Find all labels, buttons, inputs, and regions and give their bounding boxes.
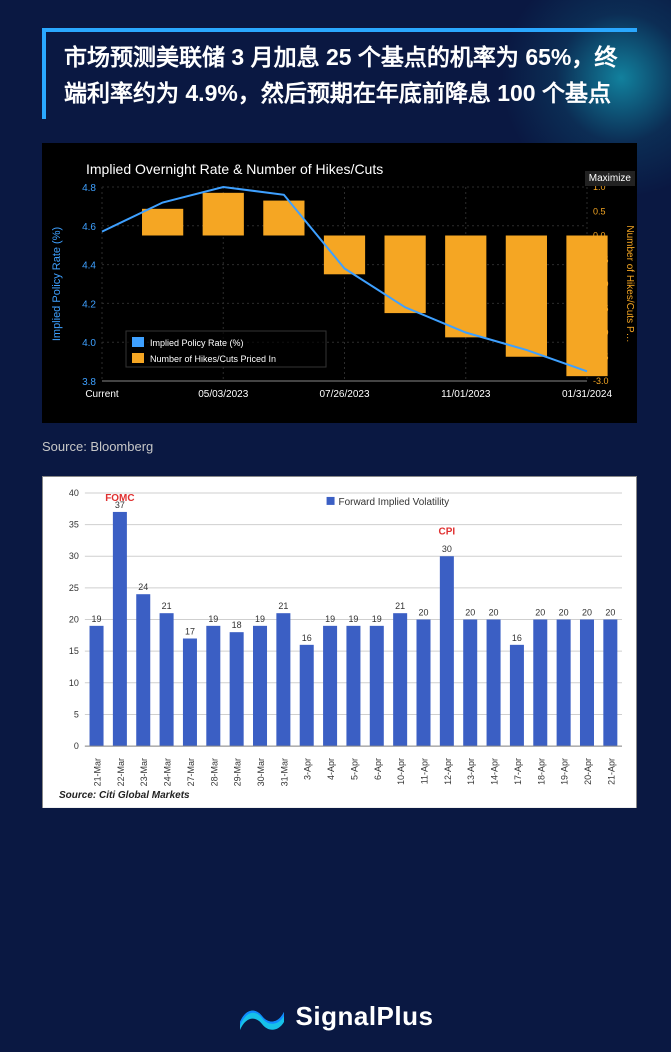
svg-text:4.2: 4.2 [82, 300, 96, 311]
svg-text:3.8: 3.8 [82, 377, 96, 388]
svg-text:-3.0: -3.0 [593, 376, 609, 386]
svg-text:19: 19 [372, 614, 382, 624]
svg-text:20: 20 [582, 608, 592, 618]
svg-text:20: 20 [489, 608, 499, 618]
svg-text:5: 5 [74, 710, 79, 720]
svg-text:Implied Policy Rate (%): Implied Policy Rate (%) [51, 227, 63, 341]
svg-text:6-Apr: 6-Apr [373, 758, 383, 780]
svg-text:CPI: CPI [439, 527, 456, 538]
chart1-container: 3.84.04.24.44.64.81.00.50.0-0.5-1.0-1.5-… [42, 143, 637, 423]
svg-text:21: 21 [278, 601, 288, 611]
svg-text:Implied Policy Rate (%): Implied Policy Rate (%) [150, 338, 244, 348]
svg-text:11-Apr: 11-Apr [419, 758, 429, 784]
svg-text:19: 19 [325, 614, 335, 624]
svg-text:3-Apr: 3-Apr [303, 758, 313, 780]
svg-text:19: 19 [348, 614, 358, 624]
svg-text:20: 20 [559, 608, 569, 618]
svg-text:22-Mar: 22-Mar [116, 758, 126, 786]
svg-text:13-Apr: 13-Apr [466, 758, 476, 785]
svg-text:29-Mar: 29-Mar [233, 758, 243, 786]
svg-text:20: 20 [419, 608, 429, 618]
svg-text:20: 20 [465, 608, 475, 618]
svg-text:15: 15 [69, 646, 79, 656]
svg-text:21-Apr: 21-Apr [606, 758, 616, 785]
svg-text:01/31/2024: 01/31/2024 [562, 389, 612, 400]
logo-text: SignalPlus [296, 1001, 434, 1032]
svg-text:27-Mar: 27-Mar [186, 758, 196, 786]
svg-text:20: 20 [535, 608, 545, 618]
svg-text:19: 19 [92, 614, 102, 624]
chart1-source: Source: Bloomberg [42, 439, 637, 454]
chart1-title: Implied Overnight Rate & Number of Hikes… [86, 161, 383, 177]
svg-text:16: 16 [512, 633, 522, 643]
headline-text: 市场预测美联储 3 月加息 25 个基点的机率为 65%，终端利率约为 4.9%… [64, 44, 617, 106]
svg-text:FOMC: FOMC [105, 493, 134, 504]
svg-text:0.5: 0.5 [593, 207, 606, 217]
svg-text:05/03/2023: 05/03/2023 [198, 389, 248, 400]
svg-text:20-Apr: 20-Apr [583, 758, 593, 785]
svg-text:Number of Hikes/Cuts P…: Number of Hikes/Cuts P… [624, 226, 635, 343]
svg-text:24-Mar: 24-Mar [163, 758, 173, 786]
svg-text:18-Apr: 18-Apr [536, 758, 546, 785]
svg-text:0: 0 [74, 741, 79, 751]
svg-text:10-Apr: 10-Apr [396, 758, 406, 785]
svg-text:Number of Hikes/Cuts Priced In: Number of Hikes/Cuts Priced In [150, 354, 276, 364]
maximize-button[interactable]: Maximize [585, 171, 635, 186]
svg-text:19: 19 [255, 614, 265, 624]
svg-text:28-Mar: 28-Mar [209, 758, 219, 786]
svg-text:17: 17 [185, 627, 195, 637]
svg-text:Current: Current [85, 389, 119, 400]
svg-text:25: 25 [69, 583, 79, 593]
chart2-container: 05101520253035401921-Mar3722-Mar2423-Mar… [42, 476, 637, 808]
svg-text:24: 24 [138, 582, 148, 592]
svg-text:07/26/2023: 07/26/2023 [319, 389, 369, 400]
svg-text:14-Apr: 14-Apr [490, 758, 500, 785]
svg-text:40: 40 [69, 488, 79, 498]
svg-text:11/01/2023: 11/01/2023 [441, 389, 491, 400]
chart1-svg: 3.84.04.24.44.64.81.00.50.0-0.5-1.0-1.5-… [42, 143, 637, 423]
svg-text:10: 10 [69, 678, 79, 688]
svg-text:19: 19 [208, 614, 218, 624]
svg-text:17-Apr: 17-Apr [513, 758, 523, 785]
svg-text:20: 20 [69, 615, 79, 625]
logo-mark-icon [238, 1002, 286, 1032]
svg-text:4.8: 4.8 [82, 183, 96, 194]
headline-block: 市场预测美联储 3 月加息 25 个基点的机率为 65%，终端利率约为 4.9%… [42, 28, 637, 119]
svg-text:Forward Implied Volatility: Forward Implied Volatility [339, 497, 450, 508]
svg-text:12-Apr: 12-Apr [443, 758, 453, 785]
svg-text:4.6: 4.6 [82, 222, 96, 233]
svg-text:4.4: 4.4 [82, 261, 96, 272]
chart2-svg: 05101520253035401921-Mar3722-Mar2423-Mar… [43, 477, 636, 808]
svg-text:30-Mar: 30-Mar [256, 758, 266, 786]
svg-text:21-Mar: 21-Mar [93, 758, 103, 786]
svg-text:4-Apr: 4-Apr [326, 758, 336, 780]
svg-text:35: 35 [69, 520, 79, 530]
svg-text:30: 30 [69, 552, 79, 562]
svg-text:16: 16 [302, 633, 312, 643]
svg-text:30: 30 [442, 545, 452, 555]
svg-text:23-Mar: 23-Mar [139, 758, 149, 786]
svg-text:31-Mar: 31-Mar [279, 758, 289, 786]
svg-text:18: 18 [232, 620, 242, 630]
svg-text:21: 21 [395, 601, 405, 611]
chart2-source: Source: Citi Global Markets [59, 790, 190, 801]
svg-text:21: 21 [162, 601, 172, 611]
svg-text:5-Apr: 5-Apr [349, 758, 359, 780]
svg-text:19-Apr: 19-Apr [560, 758, 570, 785]
footer-logo: SignalPlus [0, 1001, 671, 1032]
svg-text:4.0: 4.0 [82, 338, 96, 349]
svg-text:20: 20 [605, 608, 615, 618]
